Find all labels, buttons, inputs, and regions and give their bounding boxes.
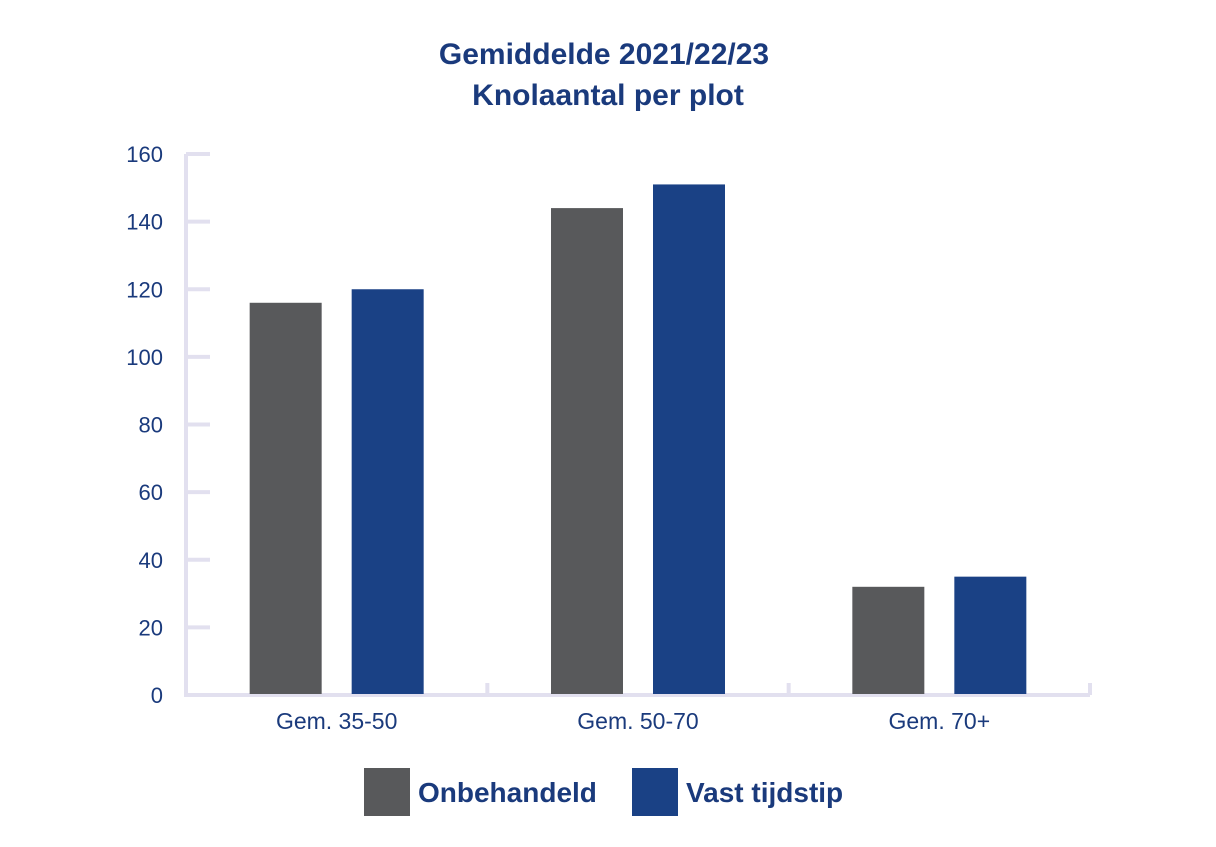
y-tick-label: 40	[139, 548, 163, 573]
y-tick-label: 100	[126, 345, 163, 370]
y-tick-label: 0	[151, 683, 163, 708]
bar-onbehandeld	[249, 302, 322, 694]
bars	[249, 184, 1027, 694]
legend-item: Onbehandeld	[364, 768, 597, 816]
bar-vast-tijdstip	[653, 184, 725, 694]
y-tick-label: 140	[126, 210, 163, 235]
legend-item: Vast tijdstip	[632, 768, 843, 816]
chart-title: Gemiddelde 2021/22/23	[439, 38, 769, 71]
bar-onbehandeld	[852, 586, 925, 694]
legend: Onbehandeld Vast tijdstip	[364, 768, 843, 816]
y-tick-label: 80	[139, 413, 163, 438]
y-tick-label: 120	[126, 277, 163, 302]
legend-swatch	[364, 768, 410, 816]
axes	[184, 152, 1092, 697]
x-tick-label: Gem. 70+	[889, 708, 991, 734]
x-tick-label: Gem. 35-50	[276, 708, 397, 734]
y-tick-label: 20	[139, 615, 163, 640]
chart-subtitle: Knolaantal per plot	[472, 79, 744, 112]
y-tick-label: 160	[126, 142, 163, 167]
tick-labels: 0 20 40 60 80 100 120 140 160 Gem. 35-50 Gem. 50-7…	[126, 142, 990, 734]
bar-onbehandeld	[551, 208, 623, 694]
y-tick-label: 60	[139, 480, 163, 505]
legend-label: Vast tijdstip	[686, 777, 843, 808]
legend-swatch	[632, 768, 678, 816]
bar-vast-tijdstip	[954, 576, 1027, 694]
x-tick-label: Gem. 50-70	[577, 708, 698, 734]
legend-label: Onbehandeld	[418, 777, 597, 808]
bar-vast-tijdstip	[351, 289, 424, 694]
